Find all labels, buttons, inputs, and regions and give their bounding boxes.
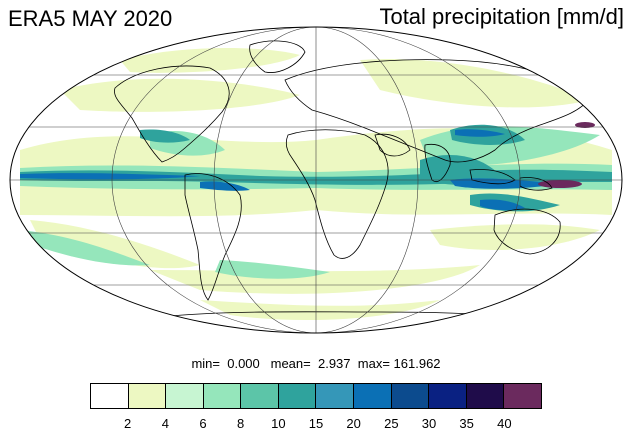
colorbar-tick-label: 6 [199,416,207,431]
mean-value: 2.937 [317,356,351,371]
colorbar-tick-label: 30 [421,416,437,431]
colorbar-labels: 2 4 6 8 10 15 20 25 30 35 40 [90,416,542,434]
min-label: min= [191,356,220,371]
variable-title: Total precipitation [mm/d] [379,4,624,29]
colorbar-swatch [203,384,242,408]
max-value: 161.962 [393,356,441,371]
colorbar-tick-label: 2 [124,416,132,431]
colorbar-tick-label: 35 [459,416,474,431]
precip-extreme [538,122,595,188]
graticule [10,27,622,333]
colorbar-tick-label: 25 [384,416,399,431]
colorbar-swatch [166,384,204,408]
statistics-line: min= 0.000 mean= 2.937 max= 161.962 [0,356,632,371]
colorbar [90,383,542,409]
colorbar-swatch [354,384,392,408]
colorbar-tick-label: 4 [161,416,169,431]
colorbar-swatch [391,384,430,408]
colorbar-swatch [466,384,505,408]
colorbar-tick-label: 8 [237,416,245,431]
colorbar-tick-label: 10 [271,416,286,431]
colorbar-swatch [91,384,129,408]
map-title: ERA5 MAY 2020 [8,6,173,31]
colorbar-tick-label: 15 [308,416,324,431]
map-body [10,27,622,333]
globe-border [9,26,623,334]
colorbar-swatch [316,384,355,408]
precipitation-map [9,26,623,334]
colorbar-swatch [128,384,167,408]
mean-label: mean= [270,356,311,371]
min-value: 0.000 [227,356,260,371]
colorbar-tick-label: 40 [497,416,512,431]
colorbar-swatch [504,384,541,408]
colorbar-tick-label: 20 [346,416,361,431]
colorbar-swatch [241,384,279,408]
max-label: max= [357,356,390,371]
colorbar-swatch [278,384,317,408]
colorbar-swatch [429,384,467,408]
coastlines [114,40,599,333]
